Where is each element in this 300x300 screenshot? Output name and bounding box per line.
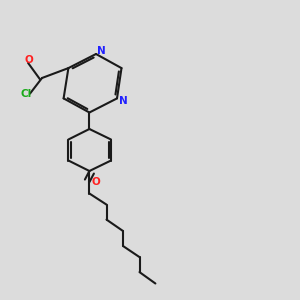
Text: O: O bbox=[24, 55, 33, 65]
Text: Cl: Cl bbox=[21, 88, 32, 99]
Text: O: O bbox=[91, 177, 100, 187]
Text: N: N bbox=[119, 96, 128, 106]
Text: N: N bbox=[97, 46, 106, 56]
